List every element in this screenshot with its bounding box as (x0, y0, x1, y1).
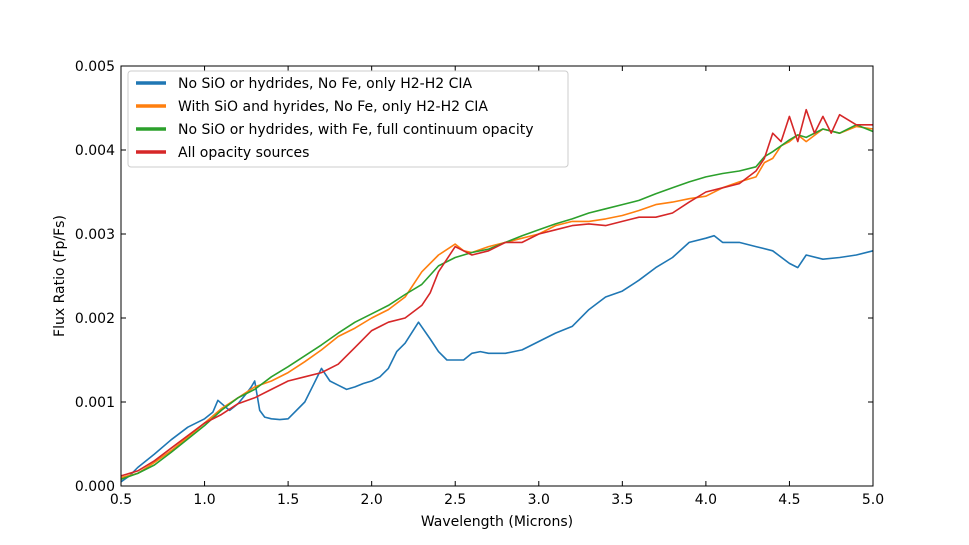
y-tick-label: 0.002 (75, 311, 115, 327)
y-tick-label: 0.000 (75, 479, 115, 495)
legend-label: No SiO or hydrides, with Fe, full contin… (178, 122, 534, 138)
legend-label: All opacity sources (178, 145, 309, 161)
x-tick-label: 2.5 (444, 492, 466, 508)
x-tick-label: 1.0 (193, 492, 215, 508)
legend-label: With SiO and hyrides, No Fe, only H2-H2 … (178, 99, 488, 115)
x-tick-label: 5.0 (862, 492, 884, 508)
series-line-2 (120, 125, 874, 479)
legend-box (127, 70, 569, 168)
series-line-1 (120, 234, 874, 483)
axes-frame (120, 65, 874, 487)
x-tick-label: 2.0 (361, 492, 383, 508)
y-tick-label: 0.001 (75, 395, 115, 411)
x-tick-label: 4.0 (695, 492, 717, 508)
y-tick-label: 0.005 (75, 59, 115, 75)
legend: No SiO or hydrides, No Fe, only H2-H2 CI… (127, 70, 569, 168)
x-tick-label: 4.5 (778, 492, 800, 508)
y-tick-label: 0.003 (75, 227, 115, 243)
series-line-4 (120, 108, 873, 477)
plot-area: 0.5 1.0 1.5 2.0 2.5 3.0 3.5 4.0 4.5 5.0 0.000 0.001… (75, 59, 884, 508)
x-tick-label: 1.5 (277, 492, 299, 508)
x-tick-label: 3.0 (528, 492, 550, 508)
x-tick-label: 3.5 (611, 492, 633, 508)
legend-label: No SiO or hydrides, No Fe, only H2-H2 CI… (178, 76, 473, 92)
x-tick-label: 0.5 (110, 492, 132, 508)
y-axis-label: Flux Ratio (Fp/Fs) (52, 215, 68, 337)
x-axis-label: Wavelength (Microns) (421, 514, 573, 530)
series-line-3 (120, 124, 874, 481)
y-tick-label: 0.004 (75, 143, 115, 159)
